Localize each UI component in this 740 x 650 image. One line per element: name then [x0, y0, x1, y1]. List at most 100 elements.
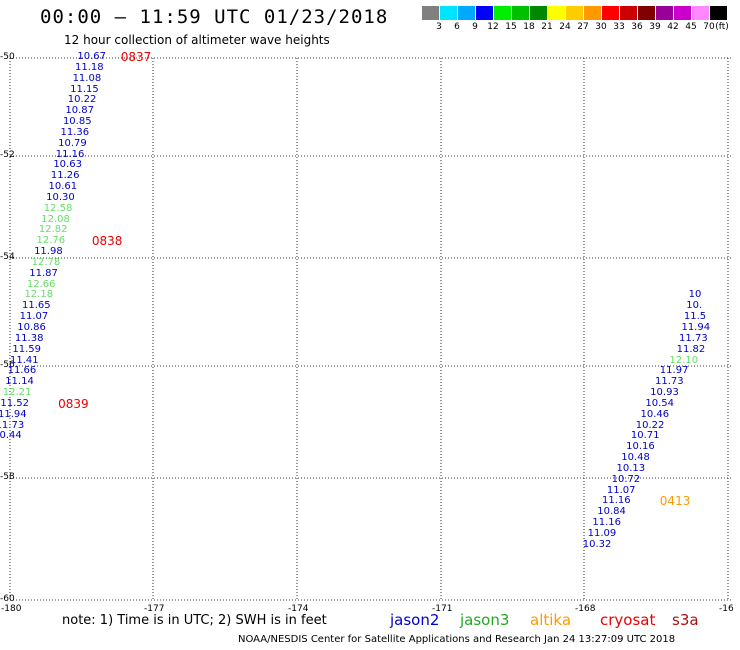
wave-height-value: 11.59 — [12, 343, 42, 355]
legend-swatch — [602, 6, 619, 20]
map-subtitle: 12 hour collection of altimeter wave hei… — [64, 33, 330, 47]
wave-height-value: 11.98 — [34, 246, 63, 258]
legend-swatch — [440, 6, 457, 20]
legend-label: 30 — [595, 22, 607, 32]
legend-swatch — [638, 6, 655, 20]
wave-height-value: 11.52 — [0, 397, 29, 409]
legend-label: 36 — [631, 22, 643, 32]
wave-height-value: 11.16 — [592, 517, 622, 529]
footer-note: note: 1) Time is in UTC; 2) SWH is in fe… — [62, 613, 327, 628]
wave-height-value: 10.84 — [597, 506, 626, 518]
legend-label: 24 — [559, 22, 571, 32]
legend-label: 39 — [649, 22, 661, 32]
wave-height-value: 10.71 — [630, 430, 660, 442]
legend-swatch — [566, 6, 583, 20]
legend-label: 70 — [703, 22, 715, 32]
legend-swatch — [692, 6, 709, 20]
wave-height-value: 10.30 — [46, 191, 75, 203]
wave-height-value: 10.85 — [62, 116, 92, 128]
legend-label: 18 — [523, 22, 535, 32]
wave-height-value: 10 — [688, 289, 702, 301]
pass-time-label: 0837 — [120, 50, 152, 64]
wave-height-value: 11.41 — [10, 354, 39, 366]
lat-tick-label: -54 — [0, 252, 15, 262]
lon-tick-label: -180 — [1, 604, 22, 614]
satellite-label: jason2 — [390, 611, 440, 629]
wave-height-value: 11.09 — [587, 527, 617, 539]
wave-height-value: 10.48 — [621, 452, 650, 464]
legend-swatch — [458, 6, 475, 20]
wave-height-value: 12.21 — [2, 387, 32, 399]
wave-height-value: 10.63 — [53, 159, 82, 171]
lat-tick-label: -60 — [0, 594, 15, 604]
wave-height-value: 11.36 — [60, 126, 90, 138]
legend-swatch — [494, 6, 511, 20]
wave-height-value: 11.65 — [22, 300, 51, 312]
legend-label: 45 — [685, 22, 697, 32]
wave-height-value: 10.79 — [58, 137, 87, 149]
lon-tick-label: -16 — [719, 604, 734, 614]
legend-label: 15 — [505, 22, 517, 32]
lat-tick-label: -52 — [0, 150, 15, 160]
wave-height-value: 12.78 — [31, 256, 61, 268]
wave-height-value: 12.76 — [36, 235, 66, 247]
wave-height-value: 10.22 — [67, 94, 97, 106]
wave-height-value: 10.32 — [582, 538, 612, 550]
lon-tick-label: -171 — [432, 604, 453, 614]
lat-tick-label: -50 — [0, 52, 15, 62]
legend-label: 27 — [577, 22, 589, 32]
satellite-label: cryosat — [600, 611, 656, 629]
wave-height-value: 10.72 — [611, 473, 641, 485]
lat-tick-label: -56 — [0, 360, 15, 370]
credit-line: NOAA/NESDIS Center for Satellite Applica… — [238, 634, 676, 645]
wave-height-value: 10.54 — [645, 397, 674, 409]
map-title: 00:00 – 11:59 UTC 01/23/2018 — [40, 6, 389, 28]
legend-swatch — [620, 6, 637, 20]
lat-tick-label: -58 — [0, 472, 15, 482]
wave-height-value: 10.46 — [640, 408, 670, 420]
wave-height-value: 10.67 — [77, 51, 107, 62]
legend-swatch — [674, 6, 691, 20]
wave-height-value: 10.16 — [626, 441, 655, 453]
lon-tick-label: -177 — [144, 604, 165, 614]
legend-swatch — [656, 6, 673, 20]
wave-height-value: 11.73 — [679, 332, 708, 344]
wave-height-value: 10.86 — [17, 322, 46, 333]
wave-height-value: 11.15 — [70, 83, 99, 95]
wave-height-value: 11.16 — [602, 495, 631, 507]
lon-tick-label: -168 — [575, 604, 596, 614]
wave-height-value: 11.38 — [14, 332, 44, 344]
pass-time-label: 0413 — [659, 494, 691, 509]
wave-height-value: 11.94 — [0, 408, 27, 420]
wave-height-value: 10.22 — [635, 419, 665, 431]
legend-label: 33 — [613, 22, 625, 32]
wave-height-value: 10.87 — [65, 105, 94, 117]
wave-height-value: 10.61 — [48, 181, 78, 193]
wave-height-value: 10.13 — [616, 462, 646, 474]
legend-swatch — [710, 6, 727, 20]
legend-swatch — [476, 6, 493, 20]
wave-height-value: 10.44 — [0, 430, 22, 442]
legend-swatch — [512, 6, 529, 20]
legend-label: 9 — [472, 22, 478, 32]
legend-label: 3 — [436, 22, 442, 32]
wave-height-value: 11.5 — [683, 311, 707, 323]
wave-height-value: 12.18 — [24, 289, 54, 301]
wave-height-value: 10.93 — [650, 387, 679, 399]
wave-height-value: 11.66 — [7, 365, 37, 377]
legend-swatch — [530, 6, 547, 20]
wave-height-value: 11.14 — [5, 376, 34, 388]
legend-swatch — [584, 6, 601, 20]
wave-height-value: 11.82 — [676, 343, 706, 355]
legend-swatch — [548, 6, 565, 20]
satellite-label: altika — [530, 611, 572, 629]
pass-time-label: 0839 — [58, 396, 89, 411]
legend-unit: (ft) — [715, 22, 729, 32]
legend-label: 21 — [541, 22, 553, 32]
wave-height-value: 11.73 — [0, 419, 25, 431]
wave-height-value: 11.94 — [681, 322, 711, 333]
wave-height-value: 12.58 — [43, 202, 73, 214]
wave-height-value: 12.66 — [26, 278, 56, 290]
legend-label: 6 — [454, 22, 460, 32]
